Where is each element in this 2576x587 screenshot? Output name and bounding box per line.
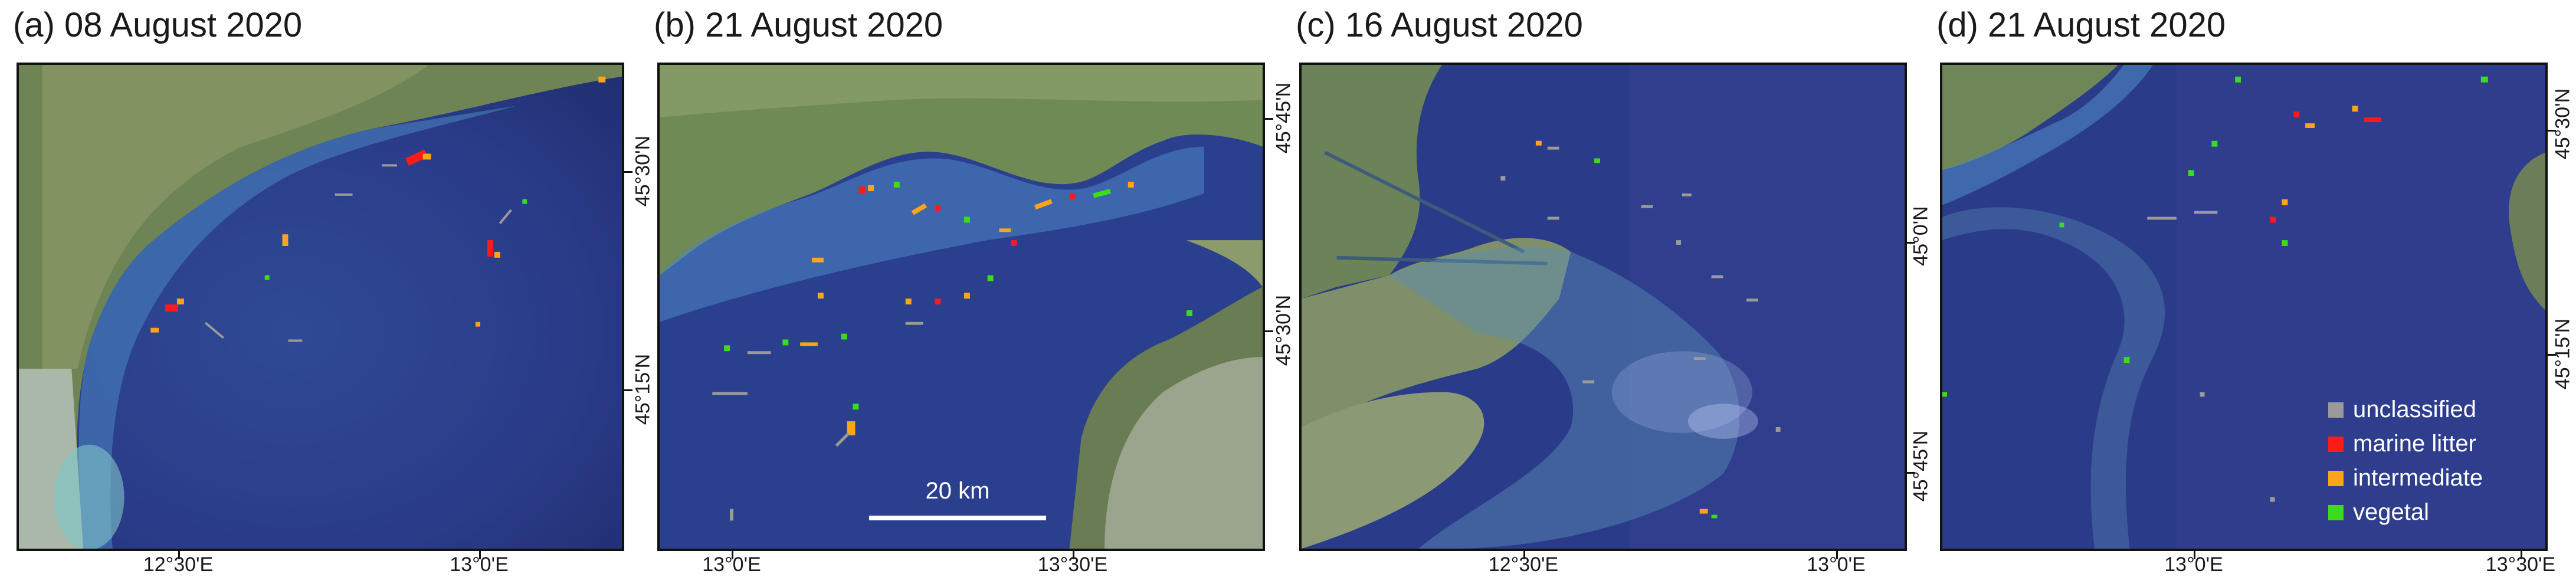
- panel-a-lon-label-2: 13°0'E: [450, 553, 509, 576]
- panel-d-lon-label-1: 13°0'E: [2164, 553, 2223, 576]
- legend-swatch-marine-litter: [2328, 437, 2344, 452]
- panel-a-satellite-image: [19, 65, 622, 549]
- panel-d: (d) 21 August 2020: [1936, 0, 2576, 587]
- panel-c-satellite-image: [1302, 65, 1905, 549]
- panel-c-map: [1299, 63, 1907, 551]
- legend-label-intermediate: intermediate: [2353, 465, 2483, 491]
- panel-d-lon-label-2: 13°30'E: [2485, 553, 2556, 576]
- panel-d-detections: [1942, 76, 2488, 502]
- legend-swatch-intermediate: [2328, 471, 2344, 486]
- panel-c-lon-label-2: 13°0'E: [1807, 553, 1866, 576]
- scale-bar: 20 km: [869, 478, 1046, 525]
- panel-a-lon-label-1: 12°30'E: [143, 553, 214, 576]
- legend-item-unclassified: unclassified: [2328, 394, 2529, 428]
- panel-c-detections: [1500, 140, 1781, 519]
- panel-b-lat-label-1: 45°45'N: [1272, 82, 1295, 154]
- legend-label-unclassified: unclassified: [2353, 396, 2477, 422]
- panel-c-lat-label-1: 45°0'N: [1909, 206, 1932, 266]
- panel-a: (a) 08 August 2020: [13, 0, 654, 587]
- panel-d-lat-label-2: 45°15'N: [2551, 318, 2574, 390]
- scale-bar-label: 20 km: [925, 478, 990, 504]
- panel-b-lat-label-2: 45°30'N: [1272, 294, 1295, 366]
- legend-swatch-unclassified: [2328, 402, 2344, 418]
- panel-a-map: [17, 63, 624, 551]
- panel-d-satellite-image: [1942, 65, 2545, 549]
- scale-bar-line: [869, 516, 1046, 520]
- panel-b: (b) 21 August 2020: [654, 0, 1295, 587]
- legend-label-vegetal: vegetal: [2353, 499, 2429, 525]
- panel-b-title: (b) 21 August 2020: [654, 6, 943, 44]
- panel-c-title: (c) 16 August 2020: [1296, 6, 1583, 44]
- panel-a-lat-label-1: 45°30'N: [631, 135, 654, 207]
- legend-item-marine-litter: marine litter: [2328, 428, 2529, 463]
- legend-item-intermediate: intermediate: [2328, 463, 2529, 497]
- panel-c: (c) 16 August 2020: [1296, 0, 1932, 587]
- panel-d-map: unclassified marine litter intermediate …: [1940, 63, 2548, 551]
- panel-c-lon-label-1: 12°30'E: [1488, 553, 1559, 576]
- legend-item-vegetal: vegetal: [2328, 497, 2529, 531]
- panel-d-title: (d) 21 August 2020: [1936, 6, 2226, 44]
- panel-b-map: 20 km: [657, 63, 1265, 551]
- panel-a-lat-label-2: 45°15'N: [631, 353, 654, 425]
- panel-c-lat-label-2: 45°45'N: [1909, 430, 1932, 502]
- panel-d-lat-label-1: 45°30'N: [2551, 88, 2574, 160]
- panel-b-detections: [712, 182, 1192, 521]
- panel-b-lon-label-1: 13°0'E: [702, 553, 761, 576]
- legend-label-marine-litter: marine litter: [2353, 431, 2476, 457]
- panel-b-satellite-image: [660, 65, 1263, 549]
- panel-a-detections: [150, 76, 606, 342]
- panel-b-lon-label-2: 13°30'E: [1037, 553, 1108, 576]
- legend: unclassified marine litter intermediate …: [2328, 394, 2529, 531]
- legend-swatch-vegetal: [2328, 505, 2344, 520]
- panel-a-title: (a) 08 August 2020: [13, 6, 303, 44]
